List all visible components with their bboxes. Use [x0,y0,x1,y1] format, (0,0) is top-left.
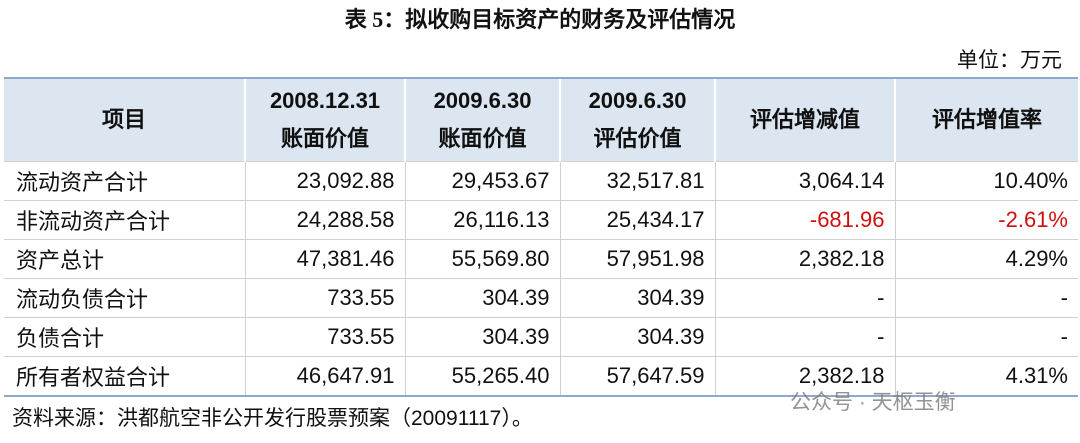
cell: 55,569.80 [404,239,560,279]
header-cell: 评估增值率 [894,77,1078,162]
cell: - [894,278,1078,318]
cell: -2.61% [894,200,1078,240]
row-label: 负债合计 [4,317,245,357]
unit: 单位：万元 [957,49,1062,72]
cell: 24,288.58 [244,200,405,240]
table-body: 流动资产合计 23,092.88 29,453.67 32,517.81 3,064.1… [4,161,1078,397]
cell: - [714,317,895,357]
header-cell: 2009.6.30 账面价值 [404,77,560,162]
cell: 10.40% [894,161,1078,201]
cell: - [714,278,895,318]
title: 表 5：拟收购目标资产的财务及评估情况 [344,7,736,32]
cell: 55,265.40 [404,356,560,397]
header-cell: 2008.12.31 账面价值 [244,77,405,162]
cell: 32,517.81 [559,161,715,201]
header-cell: 评估增减值 [714,77,895,162]
header-cell: 项目 [4,77,245,162]
cell: 46,647.91 [244,356,405,397]
header-line: 账面价值 [280,126,369,151]
header-line: 评估增减值 [749,107,860,132]
cell: - [894,317,1078,357]
cell: 733.55 [244,278,405,318]
cell: 47,381.46 [244,239,405,279]
header-line: 项目 [101,107,146,132]
cell: 57,647.59 [559,356,715,397]
header-line: 评估价值 [593,126,682,151]
cell: 304.39 [559,317,715,357]
table-row: 流动资产合计 23,092.88 29,453.67 32,517.81 3,064.1… [4,161,1078,201]
row-label: 非流动资产合计 [4,200,245,240]
table-row: 资产总计 47,381.46 55,569.80 57,951.98 2,382.18 4… [4,239,1078,279]
cell: 3,064.14 [714,161,895,201]
cell: 26,116.13 [404,200,560,240]
cell: 57,951.98 [559,239,715,279]
row-label: 流动负债合计 [4,278,245,318]
cell: 2,382.18 [714,356,895,397]
table-row: 负债合计 733.55 304.39 304.39- - [4,317,1078,357]
header-line: 账面价值 [438,126,527,151]
row-label: 流动资产合计 [4,161,245,201]
table-row: 非流动资产合计 24,288.58 26,116.13 25,434.17 -681.9… [4,200,1078,240]
table-row: 所有者权益合计 46,647.91 55,265.40 57,647.59 2,382.… [4,356,1078,397]
table-row: 流动负债合计 733.55 304.39 304.39- - [4,278,1078,318]
cell: 25,434.17 [559,200,715,240]
cell: -681.96 [714,200,895,240]
watermark: 公众号 · 天枢玉衡 [790,391,956,414]
header-row: 项目 2008.12.31 账面价值 2009.6.30 账面价值 2009.6.30 评估… [4,77,1078,162]
header-cell: 2009.6.30 评估价值 [559,77,715,162]
cell: 4.29% [894,239,1078,279]
table: 项目 2008.12.31 账面价值 2009.6.30 账面价值 2009.6.30 评估… [4,77,1078,397]
cell: 23,092.88 [244,161,405,201]
cell: 4.31% [894,356,1078,397]
row-label: 所有者权益合计 [4,356,245,397]
cell: 304.39 [559,278,715,318]
header-line: 2009.6.30 [433,88,532,113]
cell: 304.39 [404,278,560,318]
row-label: 资产总计 [4,239,245,279]
cell: 304.39 [404,317,560,357]
header-line: 2008.12.31 [269,88,381,113]
cell: 29,453.67 [404,161,560,201]
source: 资料来源：洪都航空非公开发行股票预案（20091117）。 [12,407,533,430]
header-line: 2009.6.30 [588,88,687,113]
cell: 733.55 [244,317,405,357]
cell: 2,382.18 [714,239,895,279]
header-line: 评估增值率 [931,107,1042,132]
